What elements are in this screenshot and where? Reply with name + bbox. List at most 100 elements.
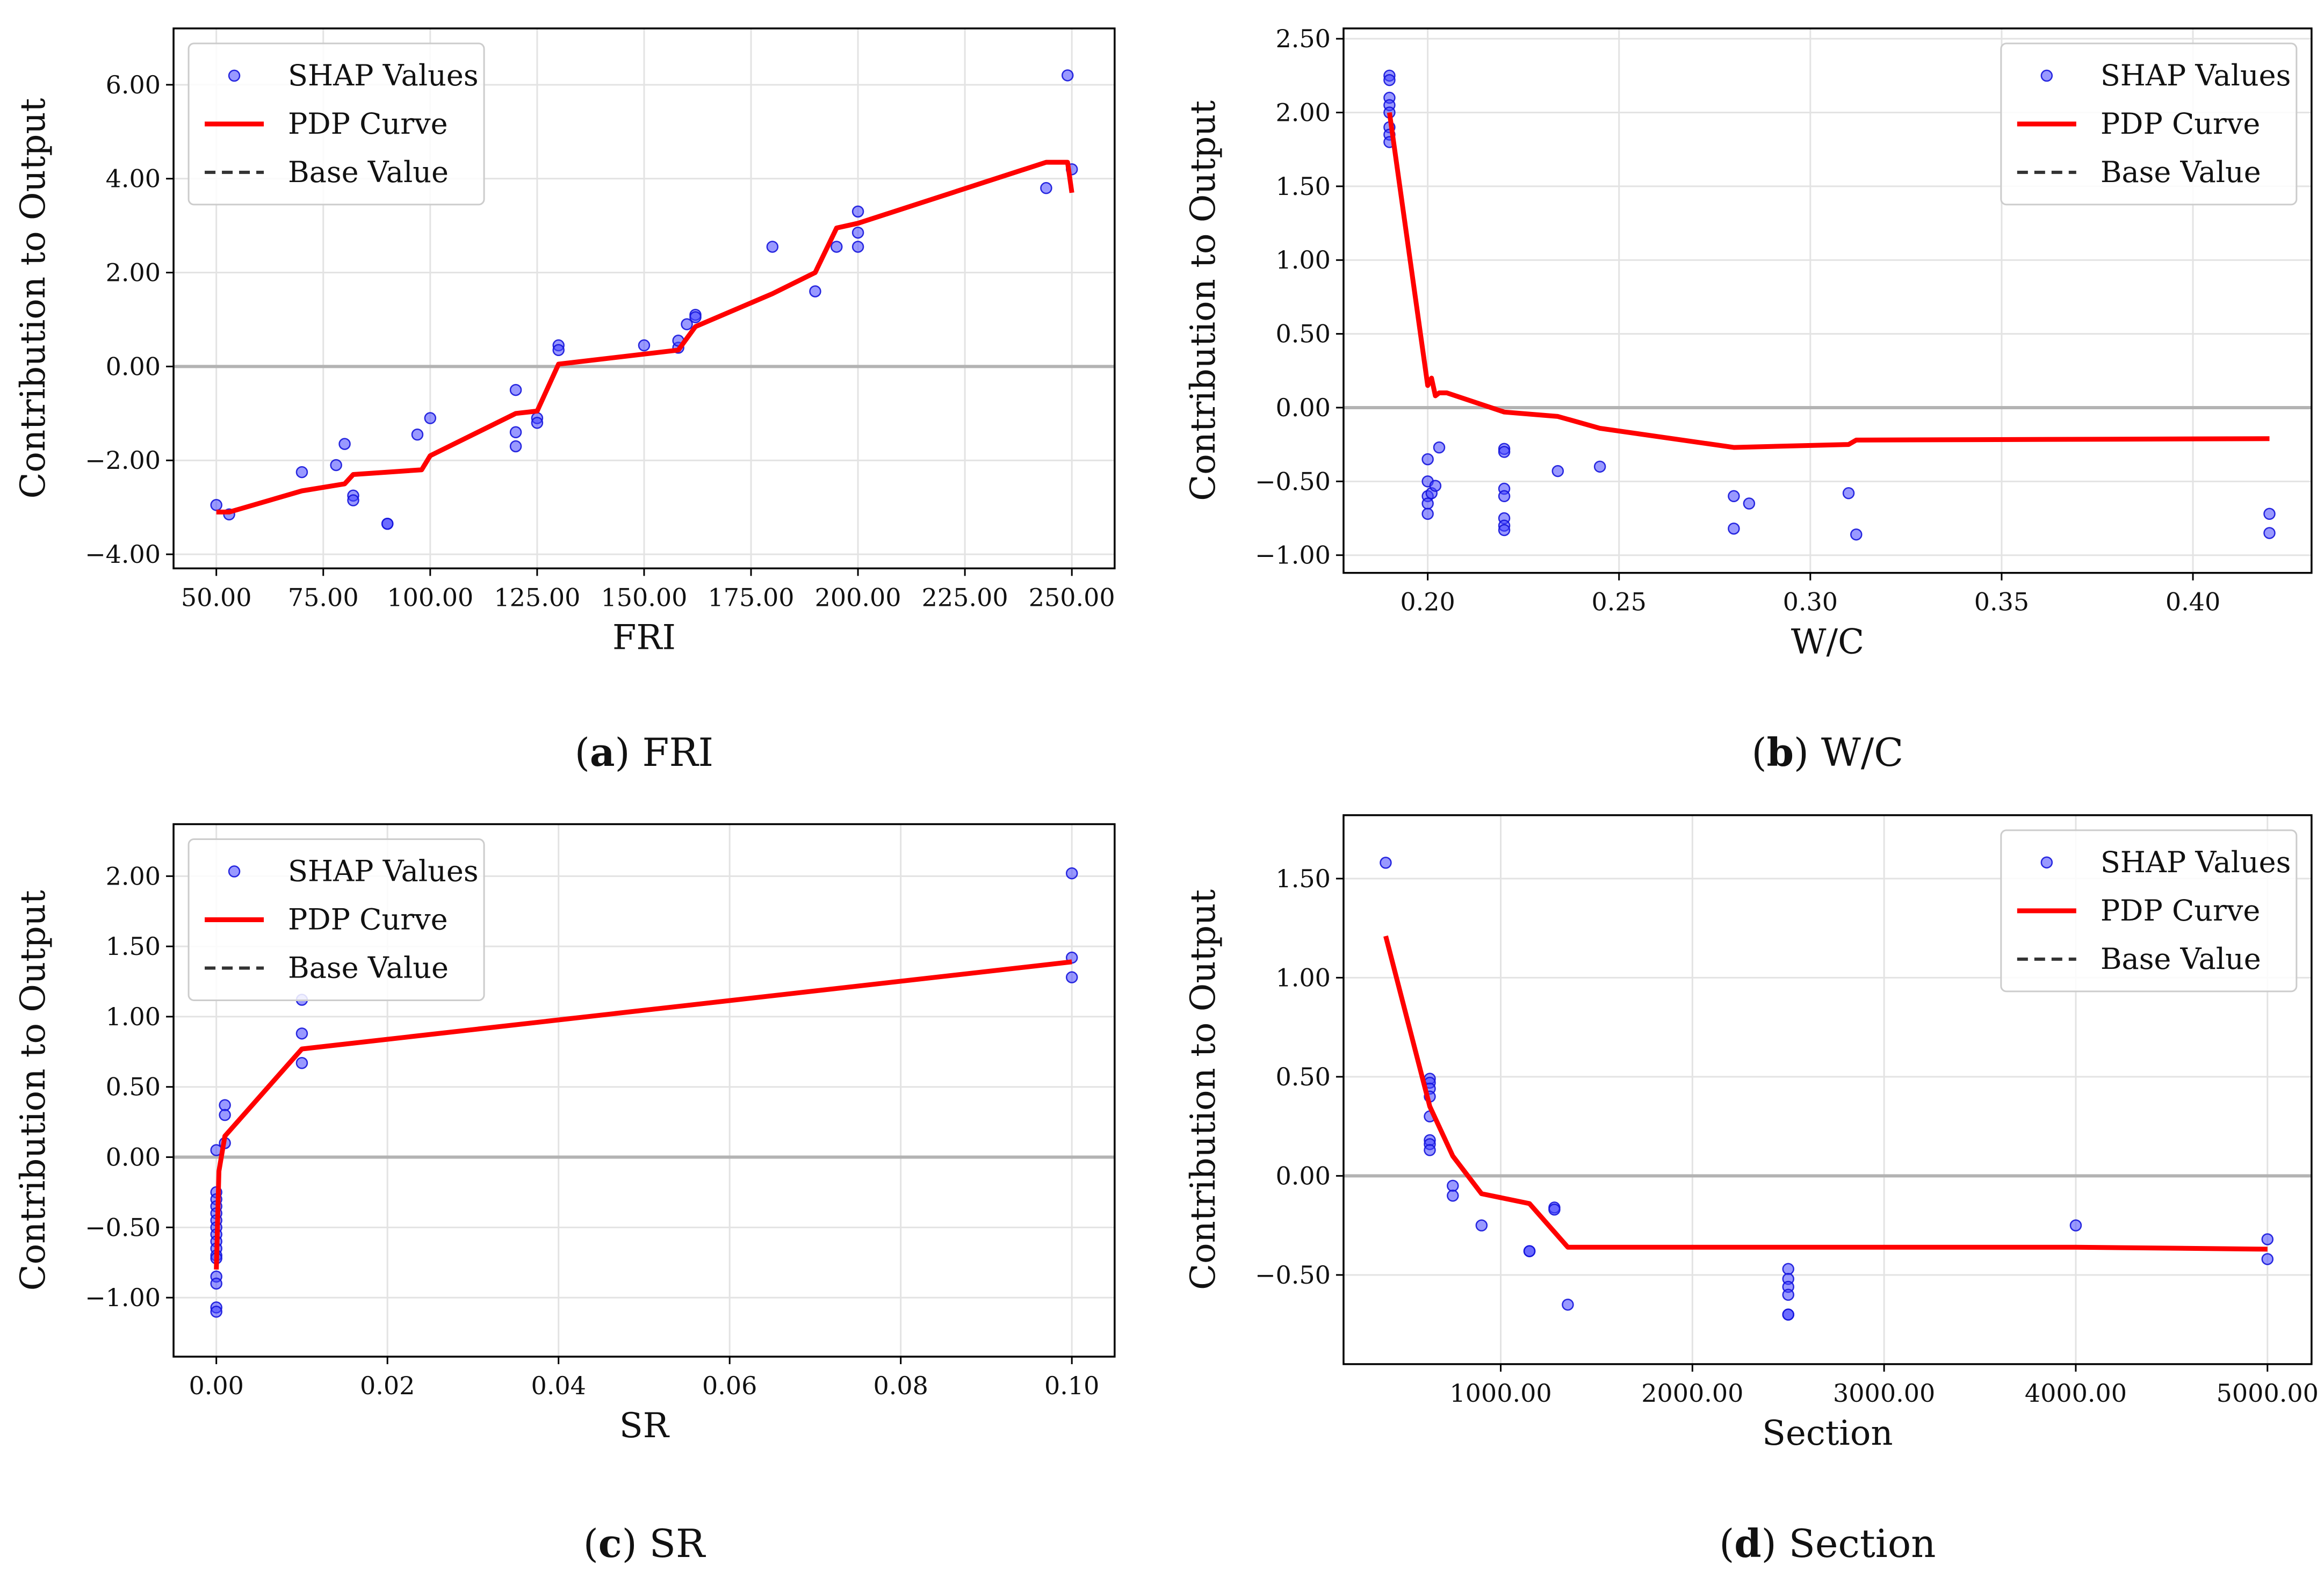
shap-point (1728, 522, 1740, 535)
chart-a: 50.00 75.00 100.00 125.00 150.00 175.00 200.00… (13, 27, 1116, 775)
legend: SHAP Values PDP Curve Base Value (187, 42, 485, 206)
shap-point (219, 1109, 231, 1121)
shap-point (681, 318, 693, 330)
chart-caption: (a) FRI (575, 729, 713, 775)
shap-point (2261, 1233, 2274, 1245)
x-tick-label: 225.00 (922, 583, 1008, 612)
shap-point (219, 1099, 231, 1111)
x-axis-label: SR (619, 1406, 670, 1446)
shap-point (851, 241, 864, 253)
y-tick-label: −1.00 (1255, 541, 1331, 570)
y-tick-label: 0.00 (1276, 393, 1331, 422)
shap-point (831, 241, 843, 253)
x-tick-label: 2000.00 (1641, 1379, 1743, 1408)
shap-point (347, 494, 359, 506)
shap-point (1475, 1219, 1488, 1232)
y-tick-label: 4.00 (106, 164, 161, 193)
shap-point (1498, 524, 1511, 537)
x-tick-label: 4000.00 (2025, 1379, 2127, 1408)
shap-point (809, 285, 821, 298)
pdp-curve (1383, 935, 2268, 1252)
shap-point (638, 339, 651, 352)
y-tick-label: −0.50 (1255, 1261, 1331, 1290)
chart-d: 1000.00 2000.00 3000.00 4000.00 5000.00 −0.50… (1183, 814, 2319, 1566)
legend-marker-shap (228, 69, 241, 82)
shap-point (424, 412, 437, 424)
y-tick-label: −4.00 (85, 540, 161, 569)
shap-point (509, 440, 522, 453)
shap-point (1040, 182, 1052, 194)
legend-label: SHAP Values (2101, 845, 2291, 879)
shap-point (1593, 460, 1606, 473)
shap-point (295, 1057, 308, 1069)
shap-point (1523, 1245, 1536, 1257)
shap-point (2263, 527, 2276, 539)
legend-label: PDP Curve (288, 107, 448, 141)
x-tick-label: 50.00 (181, 583, 252, 612)
shap-point (1380, 857, 1392, 869)
y-axis-label: Contribution to Output (1183, 889, 1223, 1290)
y-tick-label: 2.00 (106, 861, 161, 890)
y-tick-label: 1.50 (106, 932, 161, 961)
legend-label: Base Value (288, 951, 449, 985)
x-tick-label: 0.08 (873, 1371, 928, 1400)
shap-point (330, 459, 342, 472)
y-tick-label: 0.00 (1276, 1161, 1331, 1190)
x-axis-label: FRI (612, 618, 676, 657)
shap-point (210, 1277, 222, 1290)
shap-point (1447, 1179, 1459, 1192)
x-axis-label: W/C (1791, 622, 1864, 662)
x-tick-label: 75.00 (288, 583, 359, 612)
legend-box (2000, 42, 2298, 206)
legend-label: PDP Curve (288, 903, 448, 937)
x-tick-label: 5000.00 (2217, 1379, 2319, 1408)
shap-point (381, 517, 394, 530)
shap-point (1383, 74, 1396, 86)
plot-frame (1343, 27, 2313, 574)
shap-point (1782, 1308, 1794, 1321)
chart-b: 0.20 0.25 0.30 0.35 0.40 −1.00 −0.50 0.00 0.50 1.… (1183, 24, 2313, 775)
y-axis-label: Contribution to Output (13, 890, 53, 1291)
x-tick-label: 150.00 (601, 583, 687, 612)
y-tick-label: −0.50 (85, 1213, 161, 1242)
chart-caption: (c) SR (583, 1520, 706, 1566)
chart-caption: (d) Section (1719, 1520, 1936, 1566)
shap-point (1842, 487, 1855, 499)
legend-box (2000, 829, 2298, 993)
legend-marker-shap (2040, 856, 2053, 869)
x-tick-label: 0.20 (1400, 588, 1455, 617)
shap-point (2069, 1219, 2082, 1232)
y-tick-label: 0.50 (1276, 320, 1331, 349)
pdp-curve (216, 160, 1074, 515)
y-tick-label: −0.50 (1255, 467, 1331, 496)
chart-caption: (b) W/C (1751, 729, 1903, 775)
legend-label: SHAP Values (288, 59, 479, 92)
legend-label: Base Value (2101, 155, 2261, 189)
shap-point (411, 428, 424, 441)
shap-point (1498, 490, 1511, 503)
legend-label: Base Value (288, 155, 449, 189)
shap-point (210, 499, 222, 511)
x-tick-label: 200.00 (815, 583, 901, 612)
shap-point (531, 417, 544, 429)
x-tick-label: 0.10 (1044, 1371, 1099, 1400)
shap-point (2263, 508, 2276, 520)
x-tick-label: 0.00 (189, 1371, 243, 1400)
shap-point (1548, 1203, 1561, 1216)
shap-point (509, 426, 522, 439)
shap-point (1421, 508, 1434, 520)
x-tick-label: 125.00 (494, 583, 580, 612)
x-tick-label: 1000.00 (1449, 1379, 1551, 1408)
shap-point (851, 226, 864, 239)
x-tick-label: 0.25 (1592, 588, 1647, 617)
shap-point (1498, 446, 1511, 458)
legend: SHAP Values PDP Curve Base Value (2000, 829, 2298, 993)
shap-point (1782, 1288, 1794, 1301)
shap-point (1562, 1298, 1574, 1311)
shap-point (766, 241, 779, 253)
shap-point (1782, 1263, 1794, 1276)
shap-point (552, 344, 565, 357)
legend-label: Base Value (2101, 942, 2261, 976)
y-tick-label: 0.00 (106, 1143, 161, 1172)
shap-point (1429, 480, 1442, 492)
